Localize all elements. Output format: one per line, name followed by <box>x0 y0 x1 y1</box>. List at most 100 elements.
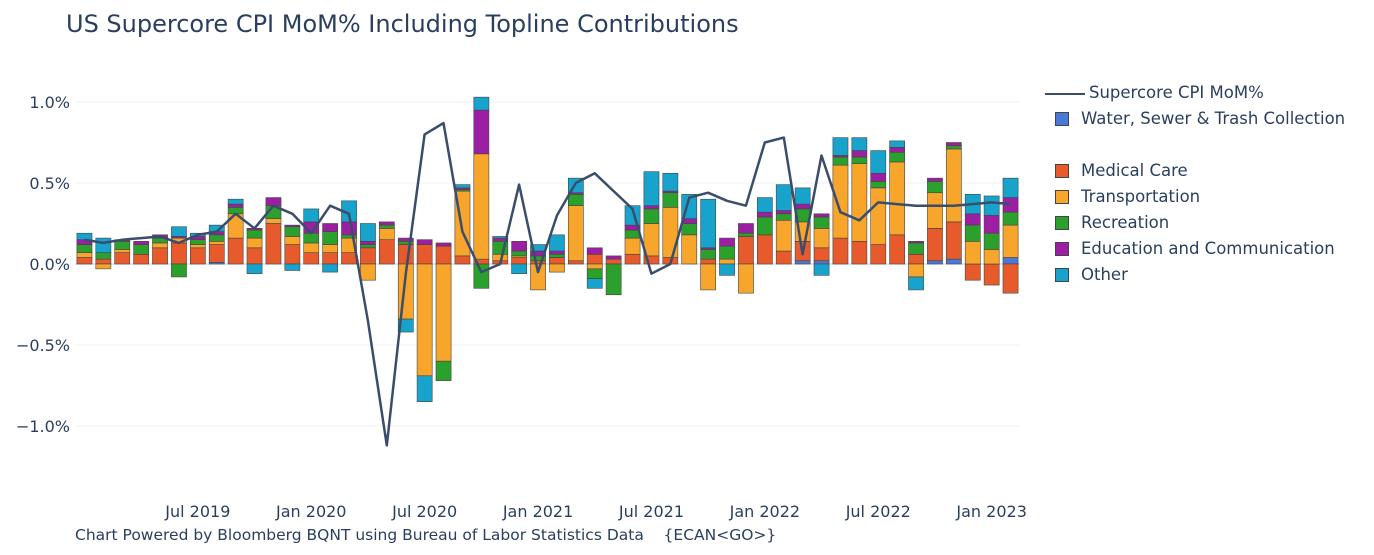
bar-segment <box>983 232 1000 250</box>
bar-segment <box>397 244 414 265</box>
bar-segment <box>246 247 263 265</box>
bar-segment <box>246 237 263 249</box>
bar-segment <box>360 223 376 242</box>
bar-segment <box>908 263 924 278</box>
bar-segment <box>1002 257 1019 265</box>
bar-segment <box>378 239 395 265</box>
bar-segment <box>700 249 717 260</box>
bar-segment <box>605 255 622 260</box>
bar-segment <box>152 247 168 265</box>
bars <box>76 96 1019 402</box>
bar-segment <box>378 224 395 229</box>
bar-segment <box>549 263 565 273</box>
bar-segment <box>114 252 131 265</box>
legend-label: Supercore CPI MoM% <box>1089 83 1264 102</box>
bar-segment <box>662 192 679 208</box>
legend-label: Recreation <box>1081 213 1170 232</box>
bar-segment <box>870 244 887 265</box>
bar-segment <box>416 375 433 402</box>
bar-segment <box>756 234 773 265</box>
bar-segment <box>681 234 698 265</box>
bar-segment <box>284 244 301 265</box>
bar-segment <box>303 242 320 253</box>
bar-segment <box>208 234 225 242</box>
x-tick-label: Jan 2021 <box>502 502 573 521</box>
bar-segment <box>76 252 93 258</box>
bar-segment <box>756 197 773 213</box>
supercore-line <box>84 121 1011 447</box>
bar-segment <box>813 213 830 218</box>
bar-segment <box>341 252 357 265</box>
y-tick-label: 0.5% <box>29 174 70 193</box>
bar-segment <box>738 223 754 234</box>
bar-segment <box>246 263 263 275</box>
legend-item[interactable]: Medical Care <box>1045 160 1351 182</box>
legend-item[interactable]: Supercore CPI MoM% <box>1045 82 1359 104</box>
bar-segment <box>813 216 830 229</box>
bar-segment <box>511 263 528 275</box>
legend-item[interactable]: Other <box>1045 264 1351 286</box>
bar-segment <box>586 278 603 289</box>
bar-segment <box>227 198 244 205</box>
bar-segment <box>322 231 339 245</box>
bar-segment <box>643 208 660 224</box>
bar-segment <box>530 260 546 265</box>
legend-item[interactable]: Transportation <box>1045 186 1351 208</box>
bar-segment <box>511 250 528 257</box>
bar-segment <box>813 228 830 249</box>
legend-swatch <box>1055 268 1069 282</box>
bar-segment <box>851 241 868 265</box>
bar-segment <box>133 244 150 255</box>
bar-segment <box>473 109 490 155</box>
bar-segment <box>227 203 244 208</box>
bar-segment <box>775 213 792 221</box>
x-tick-label: Jan 2023 <box>955 502 1026 521</box>
bar-segment <box>284 224 301 228</box>
x-tick-label: Jul 2019 <box>164 502 230 521</box>
bar-segment <box>1002 211 1019 226</box>
bar-segment <box>624 237 641 255</box>
bar-segment <box>681 223 698 236</box>
bar-segment <box>284 236 301 245</box>
bar-segment <box>643 223 660 257</box>
bar-segment <box>964 241 981 265</box>
bar-segment <box>662 207 679 258</box>
chart-title: US Supercore CPI MoM% Including Topline … <box>66 10 739 38</box>
legend-item[interactable]: Education and Communication <box>1045 238 1351 260</box>
bar-segment <box>549 250 565 255</box>
bar-segment <box>870 181 887 189</box>
bar-segment <box>586 263 603 270</box>
bar-segment <box>927 192 943 229</box>
bar-segment <box>303 208 320 223</box>
y-tick-label: −0.5% <box>16 336 70 355</box>
legend-swatch <box>1055 242 1069 256</box>
bar-segment <box>435 360 452 381</box>
bar-segment <box>889 151 906 163</box>
bar-segment <box>719 263 735 276</box>
bar-segment <box>738 263 754 294</box>
legend-item[interactable]: Water, Sewer & Trash Collection <box>1045 108 1351 130</box>
bar-segment <box>360 241 376 245</box>
bar-segment <box>1002 177 1019 198</box>
bar-segment <box>927 177 943 182</box>
bar-segment <box>454 255 471 265</box>
bar-segment <box>851 163 868 242</box>
bar-segment <box>473 153 490 260</box>
bar-segment <box>133 253 150 265</box>
bar-segment <box>908 253 924 265</box>
bar-segment <box>360 244 376 249</box>
bar-segment <box>983 263 1000 286</box>
bar-segment <box>322 223 339 232</box>
legend-item[interactable]: Recreation <box>1045 212 1351 234</box>
x-tick-label: Jul 2020 <box>391 502 457 521</box>
bar-segment <box>738 232 754 237</box>
bar-segment <box>945 142 962 147</box>
bar-segment <box>794 187 811 205</box>
bar-segment <box>813 260 830 265</box>
bar-segment <box>964 213 981 226</box>
y-axis: 1.0% 0.5% 0.0% −0.5% −1.0% <box>16 93 70 436</box>
bar-segment <box>813 247 830 262</box>
bar-segment <box>378 228 395 241</box>
bar-segment <box>171 226 187 237</box>
